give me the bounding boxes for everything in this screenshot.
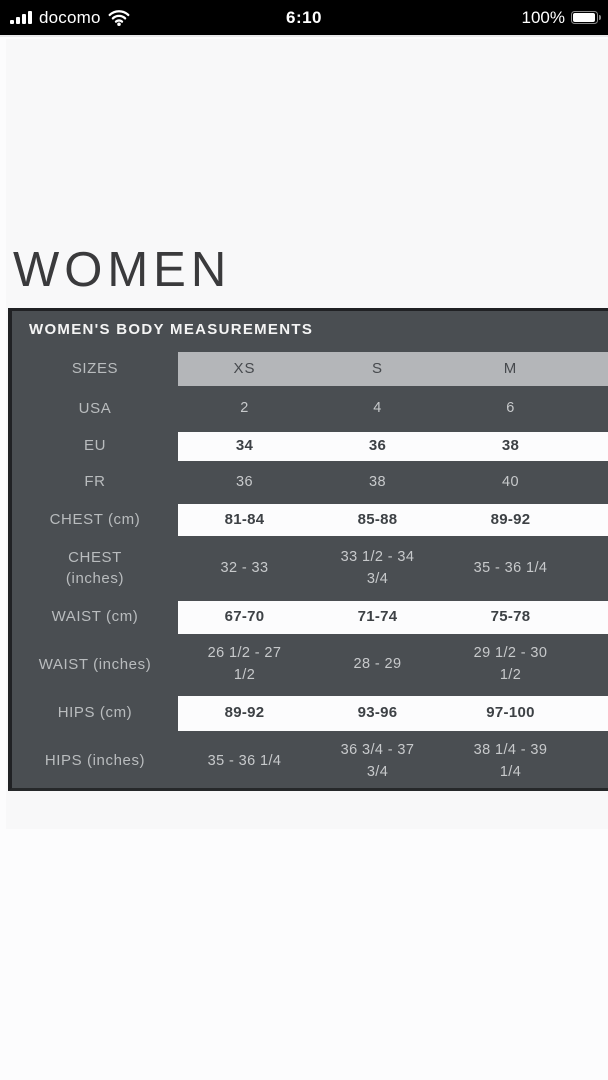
table-cell: 32 - 33 (220, 559, 269, 576)
table-cell: 35 - 36 1/4 (207, 752, 282, 769)
carrier-label: docomo (39, 7, 101, 27)
table-row-chest-cm: CHEST (cm) 81-84 85-88 89-92 (12, 500, 608, 540)
table-row-hips-inches: HIPS (inches) 35 - 36 1/4 36 3/4 - 37 3/… (12, 735, 608, 788)
row-label: CHEST (cm) (49, 510, 141, 528)
table-cell: 2 (240, 400, 249, 417)
row-label: WAIST (cm) (51, 608, 139, 626)
row-label: FR (84, 473, 106, 491)
table-cell: 35 - 36 1/4 (473, 559, 548, 576)
table-cell: 81-84 (224, 510, 265, 528)
table-row-usa: USA 2 4 6 (12, 390, 608, 428)
table-cell: 4 (373, 400, 382, 417)
row-label: EU (83, 437, 107, 455)
status-bar-right: 100% (521, 7, 601, 28)
table-cell: 38 1/4 - 39 1/4 (473, 741, 548, 780)
table-cell: 40 (502, 473, 519, 490)
row-data: 35 - 36 1/4 36 3/4 - 37 3/4 38 1/4 - 39 … (178, 735, 608, 788)
page-title: WOMEN (13, 243, 232, 297)
row-data: 2 4 6 (178, 390, 608, 428)
row-label: USA (78, 399, 112, 417)
table-cell: 97-100 (486, 704, 535, 722)
table-cell: 85-88 (357, 510, 398, 528)
size-column-header: M (503, 359, 518, 377)
status-bar-left: docomo (10, 8, 130, 28)
size-column-header: XS (233, 359, 256, 377)
table-cell: 33 1/2 - 34 3/4 (340, 548, 415, 587)
table-row-hips-cm: HIPS (cm) 89-92 93-96 97-100 (12, 692, 608, 735)
table-cell: 89-92 (490, 510, 531, 528)
table-cell: 93-96 (357, 704, 398, 722)
table-cell: 67-70 (224, 608, 265, 626)
table-cell: 36 3/4 - 37 3/4 (340, 741, 415, 780)
table-row-chest-inches: CHEST (inches) 32 - 33 33 1/2 - 34 3/4 3… (12, 540, 608, 597)
row-label: SIZES (71, 359, 119, 377)
row-label: CHEST (inches) (65, 549, 125, 587)
table-cell: 71-74 (357, 608, 398, 626)
table-cell: 89-92 (224, 704, 265, 722)
wifi-icon (108, 9, 130, 26)
row-data: 89-92 93-96 97-100 (178, 696, 608, 731)
table-cell: 38 (369, 473, 386, 490)
battery-percent-label: 100% (521, 7, 565, 27)
table-cell: 26 1/2 - 27 1/2 (207, 645, 282, 683)
signal-bars-icon (10, 10, 32, 25)
table-cell: 75-78 (490, 608, 531, 626)
size-column-header: S (371, 359, 383, 377)
table-cell: 36 (236, 473, 253, 490)
battery-icon (571, 11, 601, 24)
row-label: HIPS (cm) (57, 704, 133, 722)
row-data: XS S M (178, 352, 608, 386)
table-header: WOMEN'S BODY MEASUREMENTS (29, 321, 314, 338)
table-row-waist-inches: WAIST (inches) 26 1/2 - 27 1/2 28 - 29 2… (12, 638, 608, 692)
row-data: 26 1/2 - 27 1/2 28 - 29 29 1/2 - 30 1/2 (178, 638, 608, 692)
table-cell: 28 - 29 (353, 656, 402, 673)
row-data: 81-84 85-88 89-92 (178, 504, 608, 536)
table-cell: 38 (501, 437, 520, 455)
table-cell: 34 (235, 437, 254, 455)
table-row-waist-cm: WAIST (cm) 67-70 71-74 75-78 (12, 597, 608, 638)
status-bar: docomo 6:10 100% (0, 0, 608, 37)
table-row-sizes: SIZES XS S M (12, 348, 608, 390)
table-row-eu: EU 34 36 38 (12, 428, 608, 465)
page-content: WOMEN WOMEN'S BODY MEASUREMENTS SIZES XS… (0, 39, 608, 1080)
size-chart-table: WOMEN'S BODY MEASUREMENTS SIZES XS S M U… (8, 308, 608, 791)
row-data: 67-70 71-74 75-78 (178, 601, 608, 634)
row-label: WAIST (inches) (38, 655, 152, 673)
row-label: HIPS (inches) (44, 752, 146, 770)
table-row-fr: FR 36 38 40 (12, 465, 608, 500)
row-data: 34 36 38 (178, 432, 608, 461)
row-data: 36 38 40 (178, 465, 608, 500)
row-data: 32 - 33 33 1/2 - 34 3/4 35 - 36 1/4 (178, 540, 608, 597)
table-cell: 29 1/2 - 30 1/2 (473, 645, 548, 683)
table-cell: 6 (506, 400, 515, 417)
table-cell: 36 (368, 437, 387, 455)
